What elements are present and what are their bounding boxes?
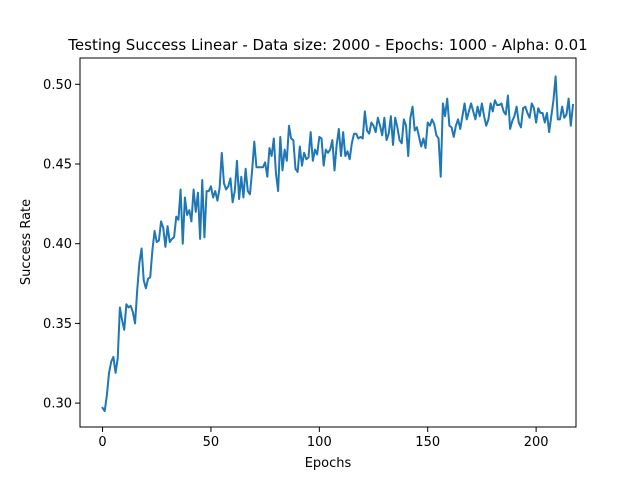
success-rate-line bbox=[101, 75, 575, 413]
y-tick-label: 0.50 bbox=[43, 78, 72, 93]
plot-area bbox=[79, 57, 577, 428]
y-axis: 0.30 0.35 0.40 0.45 0.50 bbox=[43, 78, 80, 412]
x-axis-label: Epochs bbox=[305, 456, 352, 471]
x-tick-label: 50 bbox=[203, 435, 220, 450]
plot-frame bbox=[79, 57, 577, 428]
y-tick-label: 0.40 bbox=[43, 237, 72, 252]
x-axis: 0 50 100 150 200 bbox=[98, 427, 549, 450]
plot-background bbox=[80, 58, 576, 427]
y-tick-label: 0.30 bbox=[43, 397, 72, 412]
x-tick-label: 150 bbox=[415, 435, 440, 450]
y-tick-label: 0.35 bbox=[43, 317, 72, 332]
chart-title: Testing Success Linear - Data size: 2000… bbox=[67, 36, 587, 54]
y-tick-label: 0.45 bbox=[43, 157, 72, 172]
x-tick-label: 200 bbox=[524, 435, 549, 450]
y-axis-label: Success Rate bbox=[19, 199, 34, 285]
x-tick-label: 100 bbox=[307, 435, 332, 450]
x-tick-label: 0 bbox=[98, 435, 106, 450]
